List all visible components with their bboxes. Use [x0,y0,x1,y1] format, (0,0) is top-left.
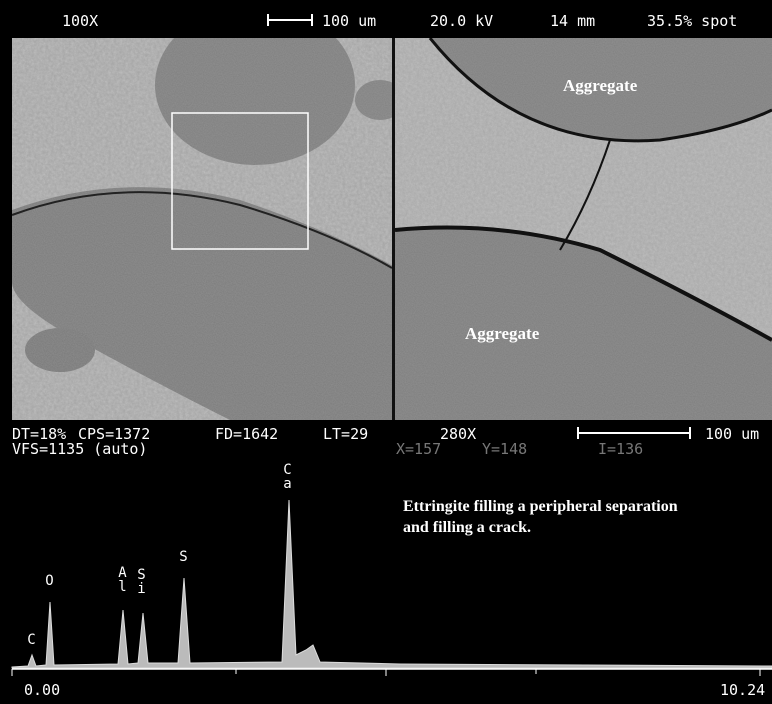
axis-end: 10.24 [720,682,765,698]
peak-label: Al [118,566,127,594]
annotation: Ettringite filling a peripheral separati… [403,496,703,538]
magnification: 100X [62,13,98,29]
y: Y=148 [482,441,527,457]
intensity: I=136 [598,441,643,457]
distance: 14 mm [550,13,595,29]
fd: FD=1642 [215,426,278,442]
label: Aggregate [563,78,637,94]
peak-label: Si [137,568,146,596]
peak-label: S [179,550,188,564]
axis-start: 0.00 [24,682,60,698]
x: X=157 [396,441,441,457]
magnification: 280X [440,426,476,442]
page: 100X 100 um 20.0 kV 14 mm 35.5% spot Agg… [0,0,772,704]
spot: 35.5% spot [647,13,737,29]
scale: 100 um [705,426,759,442]
lt: LT=29 [323,426,368,442]
figure [0,0,772,704]
peak-label: Ca [283,463,292,491]
voltage: 20.0 kV [430,13,493,29]
label: Aggregate [465,326,539,342]
sem-left [12,5,405,420]
sem-right [395,38,772,420]
vfs: VFS=1135 (auto) [12,441,147,457]
peak-label: C [27,633,36,647]
peak-label: O [45,574,54,588]
scale: 100 um [322,13,376,29]
